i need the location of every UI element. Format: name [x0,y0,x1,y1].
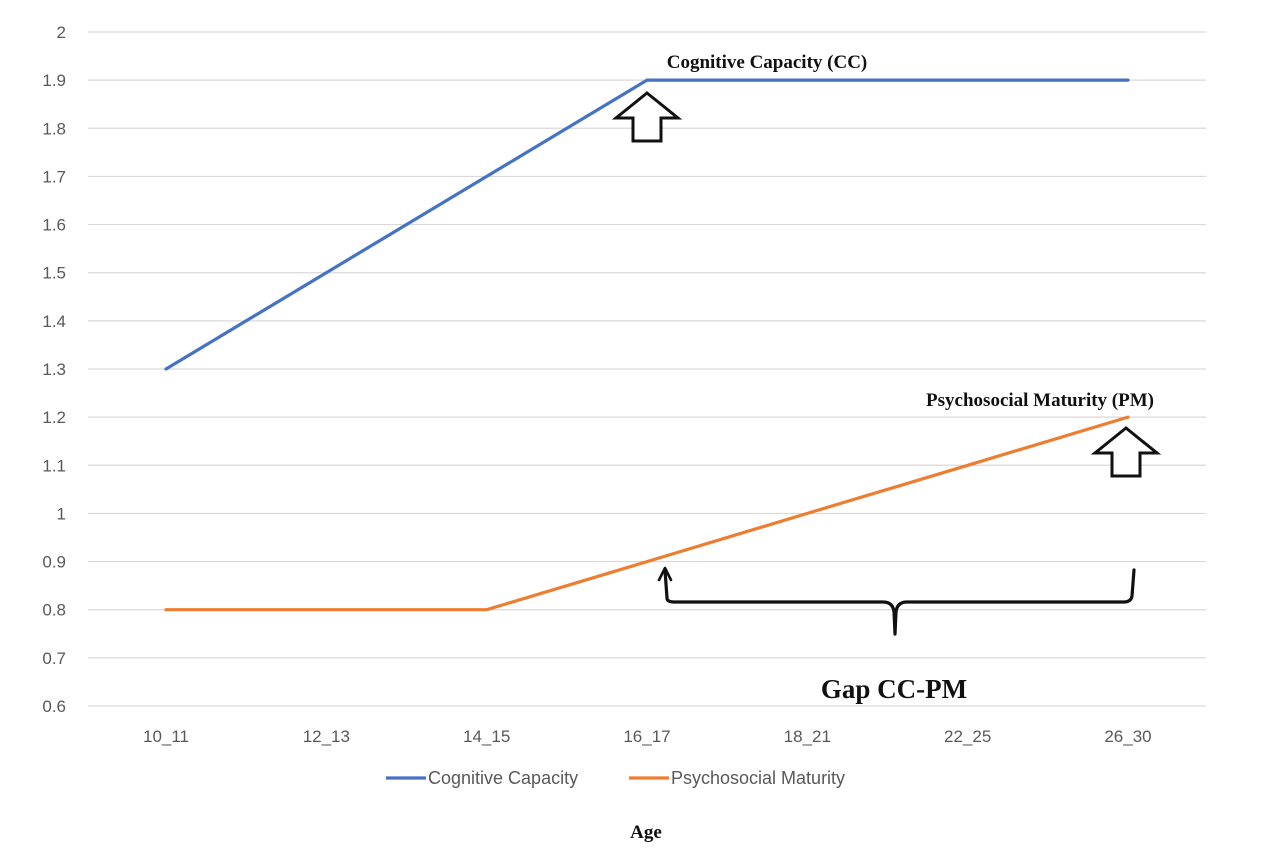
y-tick-label: 1.4 [42,312,66,331]
y-tick-label: 2 [57,23,66,42]
gap-brace-icon [657,566,1136,636]
y-tick-label: 1.5 [42,264,66,283]
legend: Cognitive Capacity Psychosocial Maturity [386,768,845,788]
y-tick-label: 1.7 [42,167,66,186]
arrow-shape [1090,426,1162,478]
x-tick-label: 18_21 [784,727,831,746]
y-tick-label: 0.6 [42,697,66,716]
series-line-psychosocial-maturity [164,415,1130,612]
x-tick-label: 22_25 [944,727,991,746]
legend-label-psychosocial-maturity: Psychosocial Maturity [671,768,845,788]
y-tick-label: 0.8 [42,601,66,620]
y-tick-label: 1.2 [42,408,66,427]
y-tick-label: 0.7 [42,649,66,668]
x-tick-label: 16_17 [623,727,670,746]
gap-annotation-label: Gap CC-PM [821,674,967,704]
y-tick-label: 1.9 [42,71,66,90]
arrow-shape [611,91,683,143]
pm-up-arrow-icon [1090,426,1162,478]
y-axis-ticks: 0.6 0.7 0.8 0.9 1 1.1 1.2 1.3 1.4 1.5 1.6 1.7 1.8 1.9… [42,23,66,716]
y-tick-label: 1.3 [42,360,66,379]
y-tick-label: 1.6 [42,216,66,235]
series-line-cognitive-capacity [164,78,1130,371]
x-tick-label: 26_30 [1104,727,1151,746]
y-tick-label: 1 [57,504,66,523]
cc-annotation-label: Cognitive Capacity (CC) [667,52,868,73]
x-axis-ticks: 10_11 12_13 14_15 16_17 18_21 22_25 26_30 [143,727,1152,746]
series-lines [164,78,1130,612]
brace-arrowhead [657,566,673,582]
legend-label-cognitive-capacity: Cognitive Capacity [428,768,578,788]
x-axis-title: Age [630,822,662,843]
pm-annotation-label: Psychosocial Maturity (PM) [926,390,1154,411]
brace-path [663,568,1136,636]
x-tick-label: 10_11 [143,727,189,746]
x-tick-label: 12_13 [303,727,350,746]
cc-up-arrow-icon [611,91,683,143]
y-tick-label: 1.1 [42,456,66,475]
x-tick-label: 14_15 [463,727,510,746]
y-tick-label: 0.9 [42,553,66,572]
y-tick-label: 1.8 [42,119,66,138]
